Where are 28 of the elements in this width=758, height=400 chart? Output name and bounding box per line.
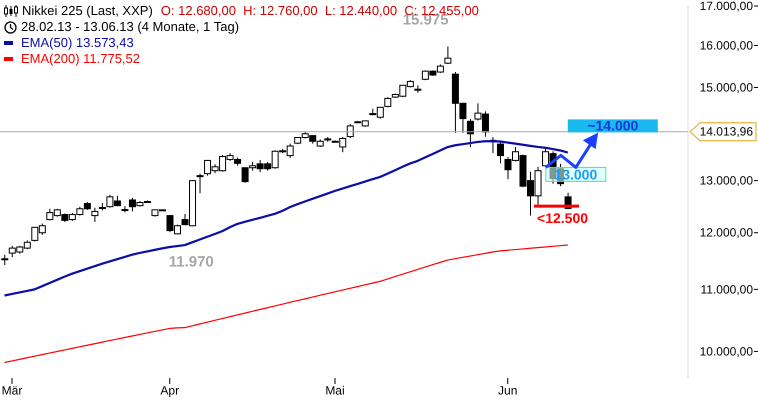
candlestick bbox=[91, 207, 98, 222]
x-tick-label: Mai bbox=[325, 384, 345, 398]
y-tick-label: 10.000,00 bbox=[700, 344, 754, 358]
ref-line-label: 14.013,96 bbox=[700, 124, 754, 139]
y-tick-label: 11.000,00 bbox=[700, 282, 754, 296]
legend-label: EMA(50) 13.573,43 bbox=[21, 35, 134, 51]
candlestick bbox=[466, 118, 474, 148]
annotation: ~14.000 bbox=[587, 117, 639, 134]
candlestick bbox=[444, 46, 452, 65]
chart-title: Nikkei 225 (Last, XXP) bbox=[22, 3, 153, 19]
candlestick bbox=[496, 142, 504, 164]
legend-label: EMA(200) 11.775,52 bbox=[21, 51, 140, 67]
annotation: 13.000 bbox=[554, 166, 598, 182]
y-tick-label: 15.000,00 bbox=[700, 80, 754, 94]
candlestick bbox=[384, 96, 392, 108]
ref-line-label: <12.500 bbox=[537, 210, 588, 226]
x-tick-label: Mär bbox=[2, 384, 22, 398]
y-tick-label: 13.000,00 bbox=[700, 174, 754, 188]
y-tick-label: 16.000,00 bbox=[700, 38, 754, 52]
x-tick-label: Apr bbox=[160, 384, 180, 398]
annotation: 28.02.13 - 13.06.13 (4 Monate, 1 Tag) bbox=[21, 19, 240, 35]
x-tick-label: Jun bbox=[498, 384, 518, 398]
candlestick bbox=[196, 173, 204, 194]
y-tick-label: 12.000,00 bbox=[700, 226, 754, 240]
annotation: 11.970 bbox=[168, 253, 214, 270]
candlestick bbox=[1, 254, 8, 266]
line-series bbox=[4, 244, 568, 364]
y-tick-label: 17.000,00 bbox=[700, 0, 754, 13]
